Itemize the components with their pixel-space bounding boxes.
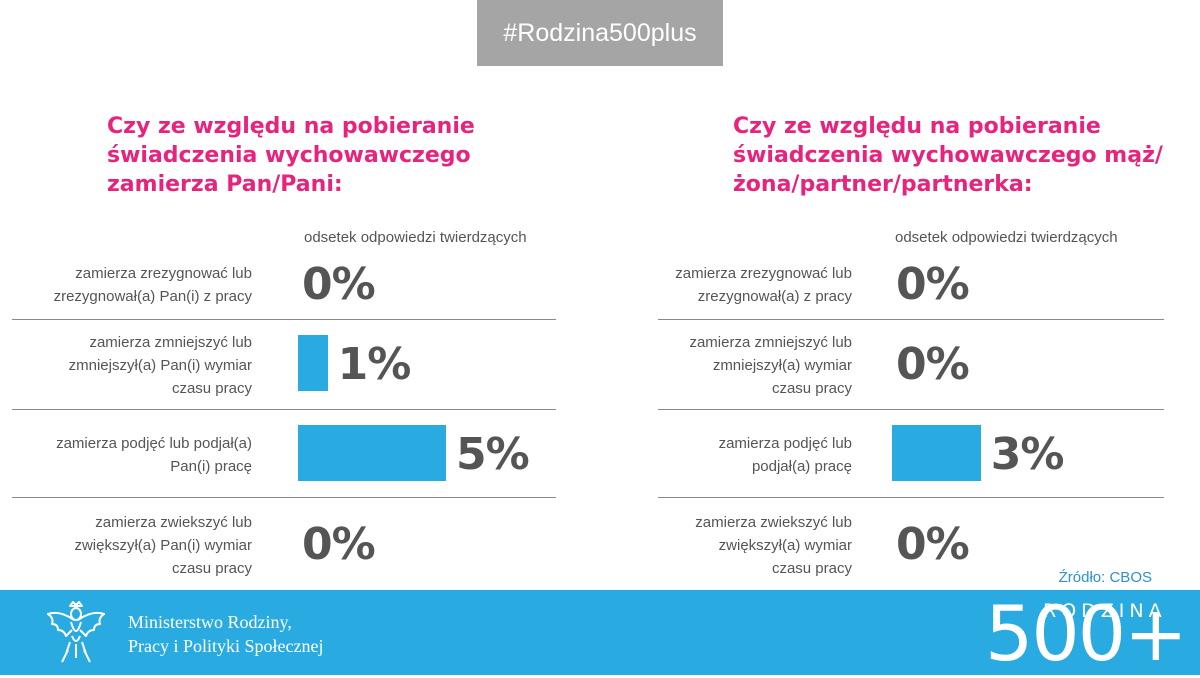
row-divider [658,409,1164,410]
column-header: odsetek odpowiedzi twierdzących [895,229,1118,246]
category-label: zamierza zmniejszyć lub zmniejszył(a) wym… [689,333,852,397]
chart-panel-respondent: Czy ze względu na pobieranie świadczenia… [0,0,560,590]
bar [892,425,981,481]
value-label: 0% [302,519,376,570]
ministry-name: Ministerstwo Rodziny, Pracy i Polityki S… [128,610,323,658]
value-label: 0% [896,339,970,390]
eagle-emblem-icon [47,601,105,663]
ministry-line-2: Pracy i Polityki Społecznej [128,636,324,656]
row-divider [12,319,556,320]
category-label: zamierza zwiekszyć lub zwiększył(a) wymia… [695,513,852,577]
row-divider [12,409,556,410]
value-label: 0% [896,519,970,570]
value-label: 5% [456,429,530,480]
logo-number: 500+ [985,589,1188,678]
chart-title: Czy ze względu na pobieranie świadczenia… [107,114,475,197]
logo-word: RODZINA [1043,600,1167,622]
hashtag-banner: #Rodzina500plus [477,0,723,66]
category-label: zamierza podjęć lub podjał(a) Pan(i) prac… [56,435,252,475]
chart-title: Czy ze względu na pobieranie świadczenia… [733,114,1163,197]
source-note: Źródło: CBOS [1058,569,1152,586]
footer-bar: Ministerstwo Rodziny, Pracy i Polityki S… [0,590,1200,675]
value-label: 0% [896,259,970,310]
category-label: zamierza zmniejszyć lub zmniejszył(a) Pan… [68,333,252,397]
row-divider [12,497,556,498]
bar [298,425,446,481]
row-divider [658,319,1164,320]
value-label: 3% [990,429,1065,480]
row-divider [658,497,1164,498]
category-label: zamierza zrezygnować lub zrezygnował(a) z… [675,265,852,305]
rodzina500-logo: 500+ RODZINA [985,590,1188,675]
column-header: odsetek odpowiedzi twierdzących [304,229,527,246]
chart-panel-partner: Czy ze względu na pobieranie świadczenia… [600,0,1164,590]
category-label: zamierza zwiekszyć lub zwiększył(a) Pan(i… [74,513,252,577]
category-label: zamierza podjęć lub podjał(a) pracę [718,435,852,475]
ministry-line-1: Ministerstwo Rodziny, [128,612,292,632]
value-label: 0% [302,259,376,310]
value-label: 1% [337,339,412,390]
bar [298,335,328,391]
category-label: zamierza zrezygnować lub zrezygnował(a) P… [53,265,252,305]
